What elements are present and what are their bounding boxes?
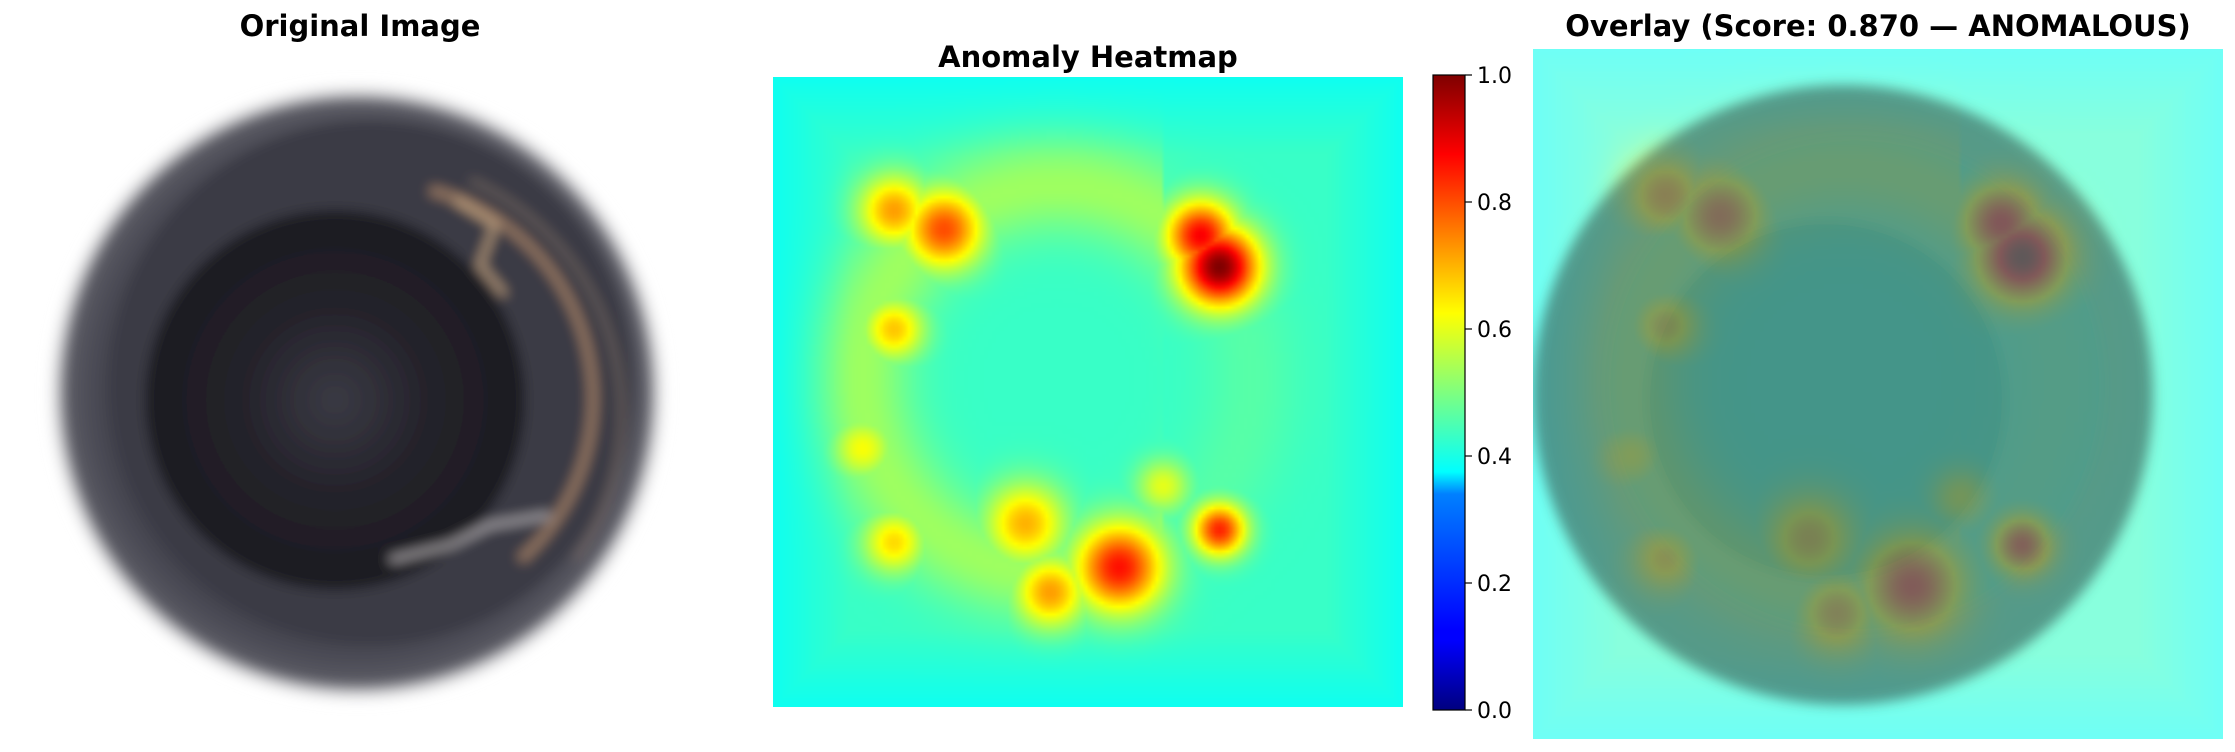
- colorbar: 0.0 0.2 0.4 0.6 0.8 1.0: [1432, 64, 1512, 724]
- colorbar-tick-label: 0.4: [1477, 445, 1512, 470]
- bottle-glint-outer: [468, 177, 625, 562]
- heatmap-image: [773, 77, 1403, 707]
- overlay-plot: [1533, 49, 2223, 739]
- colorbar-ticks: 0.0 0.2 0.4 0.6 0.8 1.0: [1465, 64, 1512, 724]
- heatmap-title: Anomaly Heatmap: [938, 40, 1238, 74]
- colorbar-tick-label: 0.2: [1477, 572, 1512, 597]
- heatmap-plot: [773, 77, 1403, 707]
- colorbar-tick-label: 0.6: [1477, 318, 1512, 343]
- colorbar-tick-label: 0.0: [1477, 699, 1512, 724]
- original-image: [45, 81, 669, 705]
- colorbar-gradient: [1432, 74, 1466, 711]
- bottle-glint-right: [428, 185, 598, 564]
- overlay-title: Overlay (Score: 0.870 — ANOMALOUS): [1565, 9, 2191, 43]
- colorbar-tick-label: 1.0: [1477, 64, 1512, 89]
- defect-crack-top: [453, 197, 508, 297]
- overlay-bottle-layer: [1533, 85, 2153, 705]
- original-image-title: Original Image: [239, 9, 481, 43]
- colorbar-tick-label: 0.8: [1477, 191, 1512, 216]
- bottle-mouth: [145, 210, 525, 590]
- defect-crack-bottom: [389, 511, 551, 564]
